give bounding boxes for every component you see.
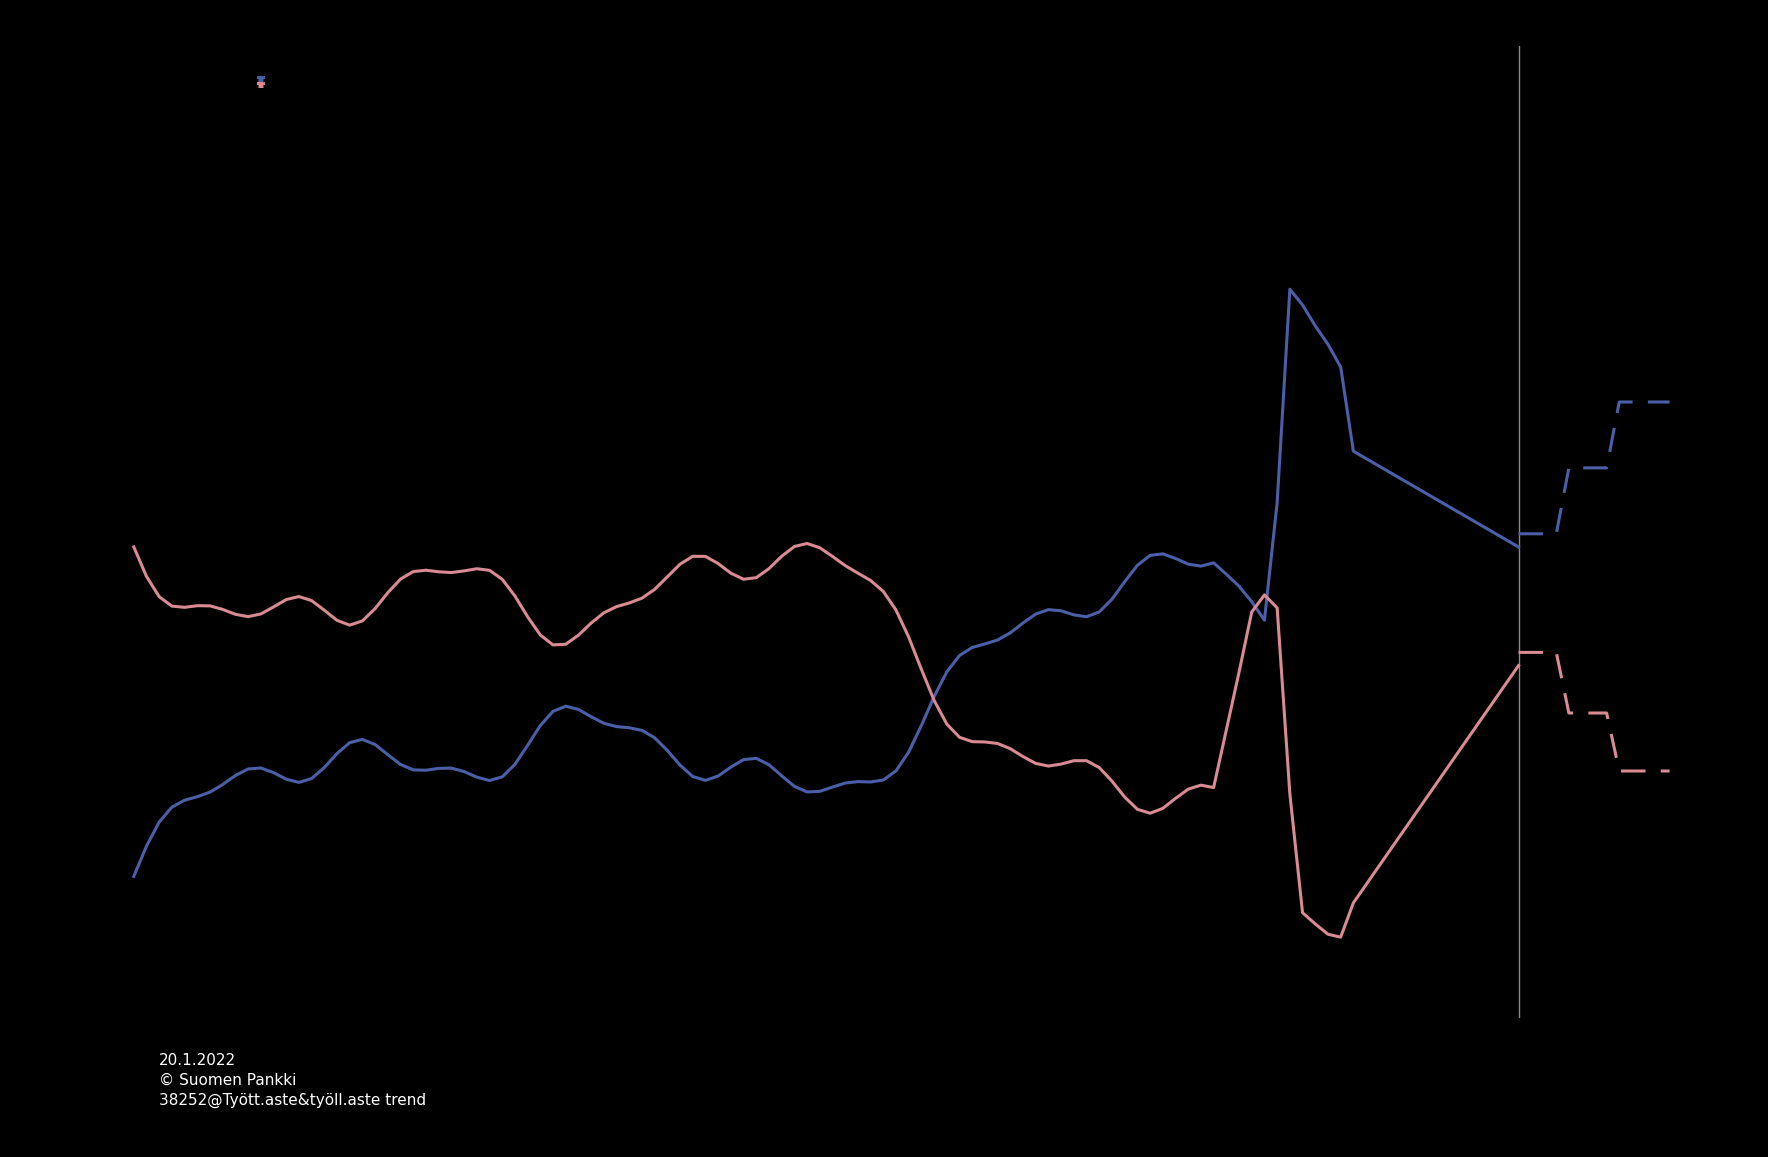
Text: 20.1.2022
© Suomen Pankki
38252@Tyött.aste&työll.aste trend: 20.1.2022 © Suomen Pankki 38252@Tyött.as…	[159, 1053, 426, 1107]
Legend: Työllisyysaste, trendi, Työllisyysaste, ennuste, Työttömyysaste, trendi, Työttöm: Työllisyysaste, trendi, Työllisyysaste, …	[258, 76, 281, 87]
